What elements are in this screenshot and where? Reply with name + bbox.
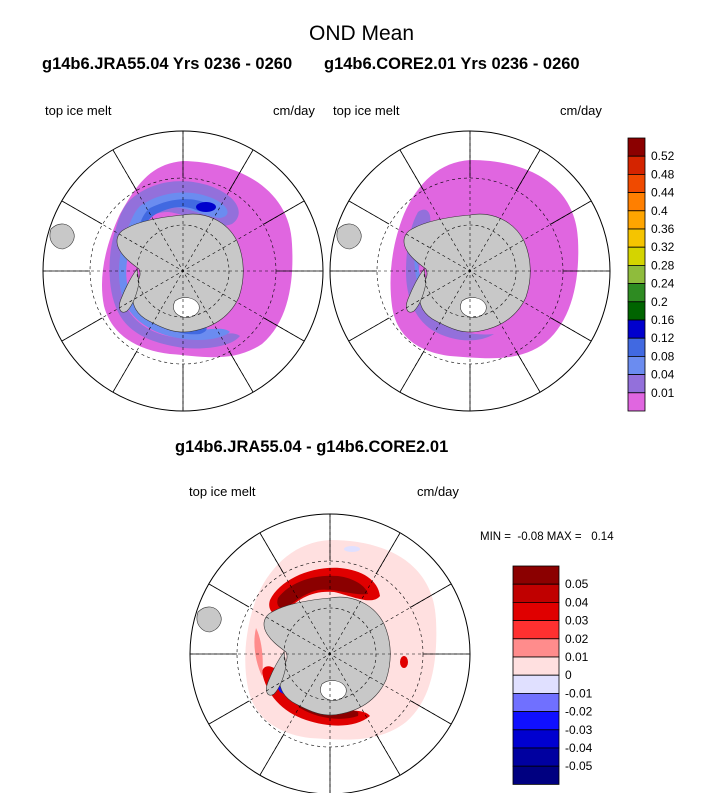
colorbar-main-swatch: [627, 210, 646, 230]
colorbar-main-swatch: [627, 319, 646, 339]
run1-header: g14b6.JRA55.04 Yrs 0236 - 0260: [42, 55, 293, 73]
colorbar-main-tick-label: 0.01: [651, 386, 675, 400]
colorbar-main-tick-label: 0.24: [651, 277, 675, 291]
ice-melt-field-core2: [330, 131, 610, 411]
diff-units-label: cm/day: [417, 484, 459, 499]
diff-variable-label: top ice melt: [189, 484, 256, 499]
colorbar-diff-tick-label: -0.03: [565, 723, 593, 737]
colorbar-diff-swatch: [512, 638, 560, 658]
colorbar-main: 0.52 0.48 0.44 0.4 0.36 0.32 0.28 0.24 0.2 0.16 0.…: [627, 137, 675, 412]
colorbar-diff-swatch: [512, 620, 560, 640]
ice-melt-difference-field: [190, 514, 470, 793]
run2-variable-label: top ice melt: [333, 103, 400, 118]
colorbar-diff-swatch: [512, 656, 560, 676]
colorbar-main-swatch: [627, 264, 646, 284]
colorbar-diff-tick-label: -0.04: [565, 741, 593, 755]
colorbar-diff-swatch: [512, 765, 560, 785]
colorbar-diff-tick-label: 0.01: [565, 650, 589, 664]
colorbar-main-tick-label: 0.08: [651, 349, 675, 363]
colorbar-diff-swatch: [512, 747, 560, 767]
map-panel-core2: [329, 130, 611, 412]
figure-title: OND Mean: [308, 22, 415, 45]
colorbar-main-tick-label: 0.04: [651, 368, 675, 382]
run1-variable-label: top ice melt: [45, 103, 112, 118]
colorbar-main-tick-label: 0.4: [651, 204, 668, 218]
colorbar-diff-swatch: [512, 674, 560, 694]
colorbar-diff-tick-label: 0.04: [565, 595, 589, 609]
diff-header: g14b6.JRA55.04 - g14b6.CORE2.01: [175, 438, 449, 456]
colorbar-diff-tick-label: 0.02: [565, 632, 589, 646]
colorbar-diff-swatch: [512, 565, 560, 585]
colorbar-main-tick-label: 0.28: [651, 258, 675, 272]
colorbar-diff-swatch: [512, 693, 560, 713]
colorbar-diff-tick-label: 0.05: [565, 577, 589, 591]
colorbar-main-tick-label: 0.52: [651, 149, 675, 163]
colorbar-main-swatch: [627, 137, 646, 157]
colorbar-main-tick-label: 0.36: [651, 222, 675, 236]
colorbar-diff-swatch: [512, 711, 560, 731]
colorbar-main-swatch: [627, 192, 646, 212]
colorbar-diff-tick-label: -0.02: [565, 705, 593, 719]
colorbar-main-swatch: [627, 374, 646, 394]
colorbar-main-tick-label: 0.12: [651, 331, 675, 345]
colorbar-main-tick-label: 0.48: [651, 167, 675, 181]
colorbar-main-tick-label: 0.32: [651, 240, 675, 254]
map-panel-jra55: [42, 130, 324, 412]
colorbar-diff-tick-label: -0.01: [565, 686, 593, 700]
colorbar-difference: 0.05 0.04 0.03 0.02 0.01 0 -0.01 -0.02 -0.03 -0.0…: [512, 565, 593, 785]
ice-melt-field-jra55: [43, 131, 323, 411]
colorbar-main-swatch: [627, 173, 646, 193]
colorbar-main-swatch: [627, 301, 646, 321]
colorbar-diff-swatch: [512, 583, 560, 603]
colorbar-main-swatch: [627, 337, 646, 357]
colorbar-diff-tick-label: -0.05: [565, 759, 593, 773]
run1-units-label: cm/day: [273, 103, 315, 118]
run2-units-label: cm/day: [560, 103, 602, 118]
colorbar-main-swatch: [627, 355, 646, 375]
run2-header: g14b6.CORE2.01 Yrs 0236 - 0260: [324, 55, 580, 73]
colorbar-diff-swatch: [512, 729, 560, 749]
colorbar-main-tick-label: 0.44: [651, 186, 675, 200]
colorbar-main-tick-label: 0.16: [651, 313, 675, 327]
colorbar-diff-tick-label: 0.03: [565, 614, 589, 628]
colorbar-main-swatch: [627, 246, 646, 266]
colorbar-main-swatch: [627, 228, 646, 248]
diff-min-max-stats: MIN = -0.08 MAX = 0.14: [480, 531, 614, 543]
colorbar-main-swatch: [627, 283, 646, 303]
colorbar-main-swatch: [627, 155, 646, 175]
colorbar-main-swatch: [627, 392, 646, 412]
map-panel-difference: [189, 513, 471, 793]
colorbar-diff-tick-label: 0: [565, 668, 572, 682]
colorbar-diff-swatch: [512, 602, 560, 622]
colorbar-main-tick-label: 0.2: [651, 295, 668, 309]
